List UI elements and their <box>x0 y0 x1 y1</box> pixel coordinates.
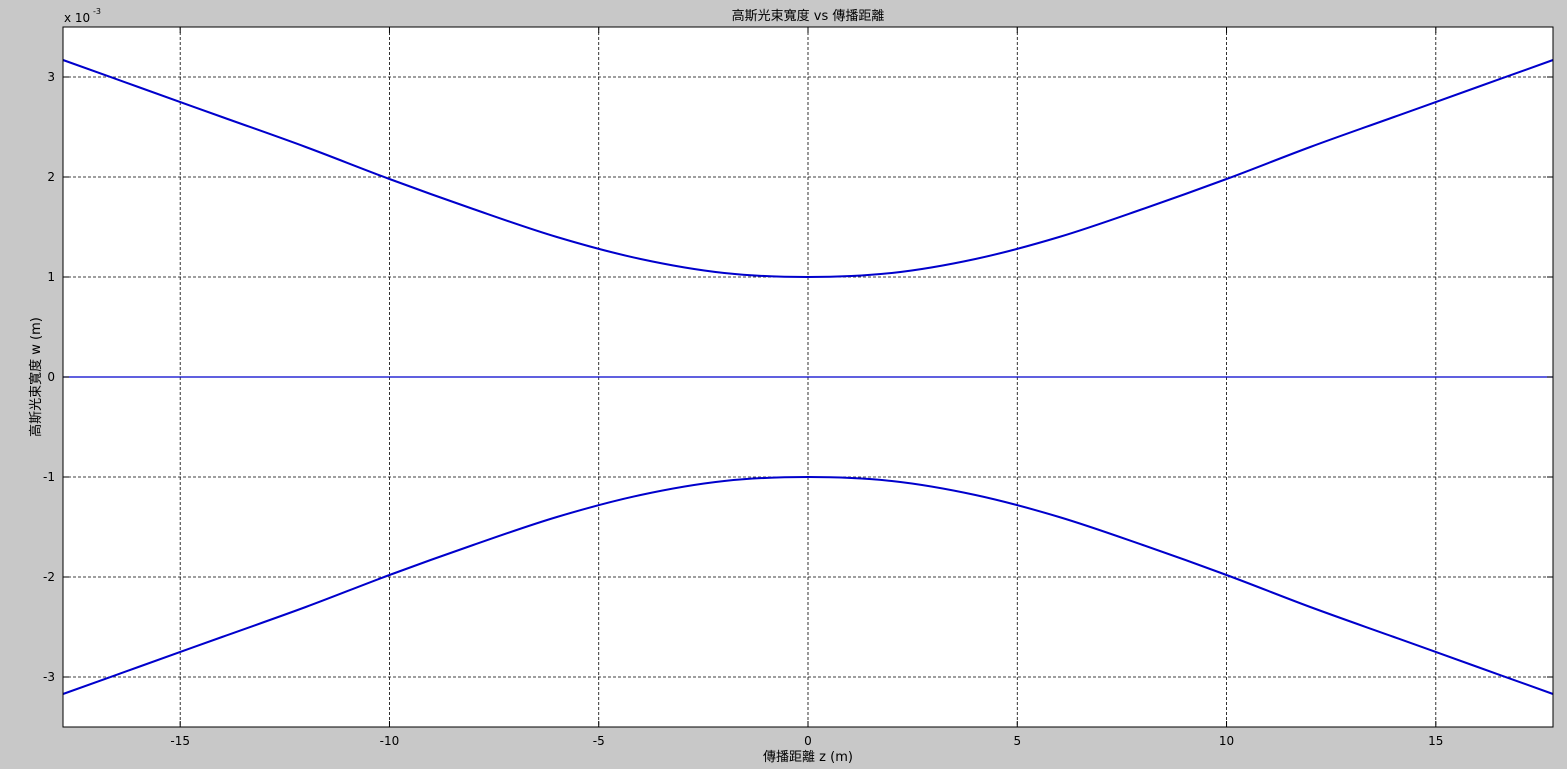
y-tick-label: -3 <box>43 670 55 684</box>
x-tick-label: -5 <box>593 734 605 748</box>
y-tick-label: 1 <box>47 270 55 284</box>
y-tick-label: 0 <box>47 370 55 384</box>
y-tick-label: -1 <box>43 470 55 484</box>
y-exponent-label: x 10 <box>64 11 90 25</box>
y-axis-label: 高斯光束寬度 w (m) <box>28 317 44 437</box>
x-axis-label: 傳播距離 z (m) <box>763 750 853 765</box>
y-tick-label: 3 <box>47 70 55 84</box>
x-tick-label: 0 <box>804 734 812 748</box>
chart-title: 高斯光束寬度 vs 傳播距離 <box>732 8 885 24</box>
x-tick-label: 10 <box>1219 734 1234 748</box>
series-line-1 <box>62 475 1554 695</box>
x-tick-label: 5 <box>1013 734 1021 748</box>
series-lines <box>62 59 1554 695</box>
x-tick-label: 15 <box>1428 734 1443 748</box>
y-tick-label: 2 <box>47 170 55 184</box>
x-tick-label: -15 <box>170 734 190 748</box>
series-line-0 <box>62 59 1554 279</box>
y-tick-label: -2 <box>43 570 55 584</box>
x-tick-label: -10 <box>380 734 400 748</box>
y-exponent-power: -3 <box>93 7 101 16</box>
